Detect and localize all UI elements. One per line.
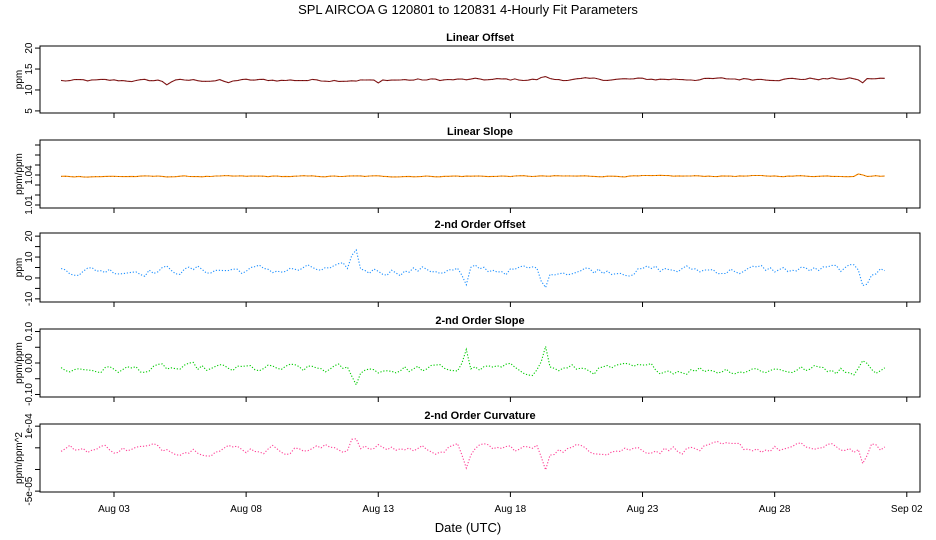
y-tick-label: 15 [24,63,35,75]
x-tick-label: Sep 02 [891,504,923,515]
panel-title: Linear Offset [446,32,514,44]
y-tick-label: 0.10 [24,321,35,341]
panel-title: 2-nd Order Offset [434,219,525,231]
y-tick-label: -0.10 [24,383,35,406]
panels-group: Linear Offset ppm 5 10 15 20 Linear Slope ppm/p… [14,32,921,506]
series-line [61,76,885,86]
x-tick-label: Aug 13 [362,504,394,515]
series-line [61,173,885,178]
y-tick-label: 1e-04 [24,413,35,439]
series-line [60,346,886,387]
series-dots [61,76,885,86]
panel-frame [39,232,921,303]
series-dots [61,173,885,178]
y-tick-label: 5 [24,108,35,114]
y-tick-label: 10 [24,251,35,263]
y-tick-label: -10 [24,291,35,306]
panel-frame [39,45,921,114]
x-tick-label: Aug 03 [98,504,130,515]
y-axis-label: ppm [14,258,25,277]
x-tick-label: Aug 08 [230,504,262,515]
y-tick-label: 1.04 [24,165,35,185]
y-tick-label: -5e-05 [24,476,35,505]
y-tick-label: 1.01 [24,195,35,215]
panel-4: 2-nd Order Slope ppm/ppm-0.10 0.00 0.10 [14,315,921,406]
y-tick-label: 10 [24,84,35,96]
panel-title: Linear Slope [447,126,513,138]
panel-3: 2-nd Order Offset ppm -10 0 10 20 [14,219,921,307]
y-axis-label: ppm/ppm [14,342,25,384]
series-line [60,438,886,472]
y-tick-label: 20 [24,230,35,242]
y-tick-label: 20 [24,42,35,54]
y-tick-label: 0.00 [24,353,35,373]
panel-frame [39,139,921,209]
x-tick-label: Aug 28 [759,504,791,515]
series-line [60,248,886,289]
x-axis-label: Date (UTC) [435,520,501,535]
y-axis-label: ppm [14,70,25,89]
panel-title: 2-nd Order Slope [435,315,524,327]
y-tick-label: 0 [24,275,35,281]
panel-1: Linear Offset ppm 5 10 15 20 [14,32,921,118]
x-tick-label: Aug 18 [495,504,527,515]
y-axis-label: ppm/ppm [14,153,25,195]
x-tick-label: Aug 23 [627,504,659,515]
panel-title: 2-nd Order Curvature [424,410,535,422]
panel-frame [39,328,921,398]
panel-frame [39,423,921,493]
shared-x-axis: Aug 03 Aug 08 Aug 13 Aug 18 Aug 23 Aug 28 Sep … [98,504,923,515]
y-axis-label: ppm/ppm^2 [14,432,25,484]
panel-5: 2-nd Order Curvature ppm/ppm^2-5e-05 1e-04 [14,410,921,506]
figure-title: SPL AIRCOA G 120801 to 120831 4-Hourly F… [298,2,638,17]
